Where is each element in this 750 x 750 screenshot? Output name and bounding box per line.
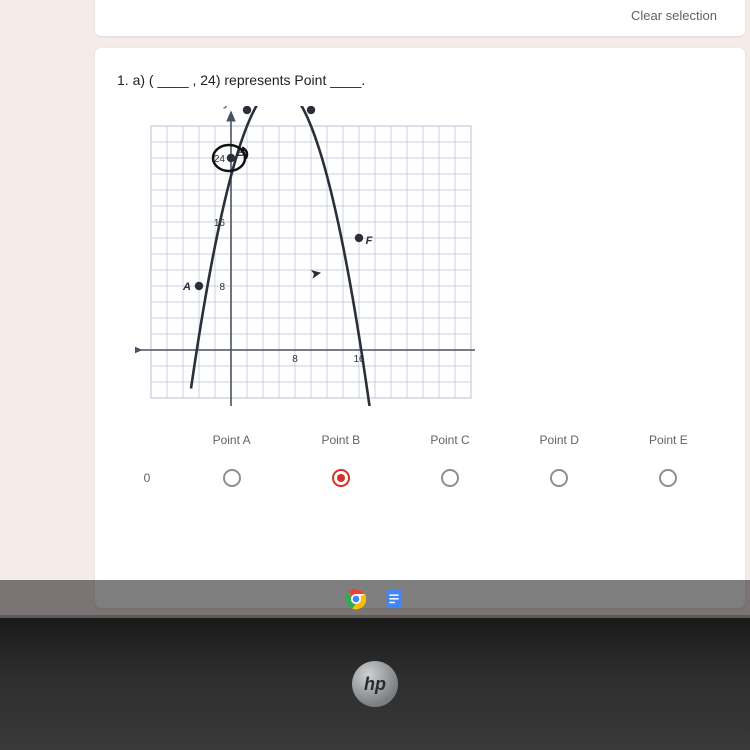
- radio-point-e[interactable]: [659, 469, 677, 487]
- options-radio-row: 0: [117, 469, 723, 487]
- parabola-graph: xy8162432816ABCDEF: [135, 106, 475, 406]
- radio-point-c[interactable]: [441, 469, 459, 487]
- option-row-label: 0: [117, 471, 177, 485]
- option-label: Point E: [614, 433, 723, 461]
- radio-point-a[interactable]: [223, 469, 241, 487]
- svg-text:y: y: [223, 106, 231, 109]
- taskbar: [0, 580, 750, 618]
- hp-logo: hp: [352, 661, 398, 707]
- radio-point-d[interactable]: [550, 469, 568, 487]
- question-text: 1. a) ( ____ , 24) represents Point ____…: [117, 72, 723, 88]
- graph-figure: xy8162432816ABCDEF: [135, 106, 723, 411]
- svg-text:E: E: [317, 106, 325, 109]
- svg-text:C: C: [233, 106, 242, 107]
- option-label: Point A: [177, 433, 286, 461]
- screen-surface: Clear selection 1. a) ( ____ , 24) repre…: [0, 0, 750, 615]
- radio-point-b[interactable]: [332, 469, 350, 487]
- svg-text:A: A: [182, 281, 191, 293]
- chrome-icon[interactable]: [345, 588, 367, 610]
- clear-selection-link[interactable]: Clear selection: [631, 8, 717, 23]
- laptop-bezel: hp: [0, 618, 750, 750]
- option-label: Point C: [395, 433, 504, 461]
- question-card: 1. a) ( ____ , 24) represents Point ____…: [95, 48, 745, 608]
- option-label: Point D: [505, 433, 614, 461]
- svg-text:8: 8: [292, 354, 298, 365]
- previous-question-card: Clear selection: [95, 0, 745, 36]
- svg-text:8: 8: [219, 282, 225, 293]
- cursor-icon: ➤: [309, 264, 324, 283]
- svg-text:F: F: [366, 235, 373, 247]
- option-label: Point B: [286, 433, 395, 461]
- options-header-row: Point A Point B Point C Point D Point E: [117, 433, 723, 461]
- docs-icon[interactable]: [383, 588, 405, 610]
